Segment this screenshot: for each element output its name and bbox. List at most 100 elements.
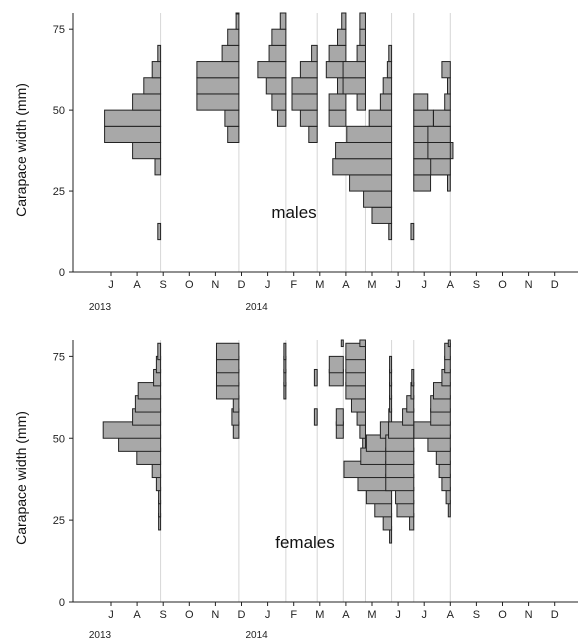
year-label: 2013 bbox=[89, 302, 112, 313]
month-label: A bbox=[342, 609, 350, 621]
histogram-bar bbox=[235, 12, 240, 15]
histogram-bar bbox=[388, 44, 393, 63]
panel-label-females: females bbox=[275, 533, 335, 552]
y-tick-label: 75 bbox=[53, 351, 65, 363]
histogram-bar bbox=[328, 93, 347, 111]
histogram-bar bbox=[410, 222, 415, 241]
histogram-bar bbox=[427, 125, 451, 143]
histogram-bar bbox=[268, 44, 287, 63]
month-label: S bbox=[473, 609, 480, 621]
histogram-bar bbox=[196, 93, 240, 111]
histogram-bars bbox=[104, 12, 454, 241]
histogram-bar bbox=[291, 93, 318, 111]
month-label: A bbox=[447, 279, 455, 291]
month-label: J bbox=[265, 609, 271, 621]
histogram-bar bbox=[411, 368, 415, 387]
month-label: S bbox=[473, 279, 480, 291]
histogram-bar bbox=[359, 28, 366, 46]
y-axis-label: Carapace width (mm) bbox=[13, 83, 29, 217]
month-label: A bbox=[447, 609, 455, 621]
histogram-bar bbox=[382, 77, 393, 95]
histogram-bar bbox=[359, 339, 366, 348]
histogram-bar bbox=[346, 125, 393, 143]
histogram-bar bbox=[340, 339, 344, 348]
histogram-bar bbox=[271, 28, 287, 46]
y-tick-label: 50 bbox=[53, 433, 65, 445]
month-label: J bbox=[421, 609, 427, 621]
histogram-bar bbox=[313, 368, 318, 387]
month-label: J bbox=[108, 609, 114, 621]
month-label: M bbox=[315, 609, 324, 621]
histogram-bar bbox=[368, 109, 393, 127]
month-label: N bbox=[525, 609, 533, 621]
histogram-bar bbox=[413, 109, 434, 127]
histogram-bar bbox=[349, 174, 393, 192]
year-label: 2014 bbox=[245, 630, 268, 641]
histogram-bar bbox=[388, 222, 393, 241]
histogram-bar bbox=[430, 158, 451, 176]
histogram-bar bbox=[356, 44, 366, 63]
y-tick-label: 25 bbox=[53, 515, 65, 527]
histogram-bar bbox=[328, 355, 344, 374]
histogram-bar bbox=[196, 61, 240, 79]
histogram-bar bbox=[337, 28, 347, 46]
month-label: N bbox=[525, 279, 533, 291]
month-label: M bbox=[367, 609, 376, 621]
month-label: F bbox=[290, 279, 297, 291]
histogram-bar bbox=[215, 342, 240, 361]
histogram-bar bbox=[311, 44, 318, 63]
histogram-bar bbox=[151, 61, 162, 79]
histogram-bar bbox=[299, 109, 318, 127]
month-label: A bbox=[133, 279, 141, 291]
histogram-bar bbox=[157, 44, 162, 63]
month-label: A bbox=[342, 279, 350, 291]
month-label: M bbox=[315, 279, 324, 291]
year-label: 2014 bbox=[245, 302, 268, 313]
histogram-bar bbox=[447, 174, 451, 192]
histogram-bar bbox=[342, 77, 366, 95]
histogram-bar bbox=[104, 125, 162, 143]
histogram-bar bbox=[104, 109, 162, 127]
females-panel: 0 25 50 75 J A S O N D J F M A M J J A S O N D 2013 2014 Carapa… bbox=[13, 339, 578, 641]
month-label: S bbox=[160, 609, 167, 621]
histogram-bar bbox=[157, 222, 162, 241]
histogram-bar bbox=[271, 93, 287, 111]
y-tick-label: 0 bbox=[59, 267, 65, 279]
histogram-bar bbox=[279, 12, 287, 30]
month-label: D bbox=[238, 279, 246, 291]
month-gridlines bbox=[160, 13, 451, 272]
histogram-bar bbox=[413, 174, 432, 192]
histogram-bar bbox=[265, 77, 287, 95]
y-tick-label: 25 bbox=[53, 186, 65, 198]
histogram-bar bbox=[291, 77, 318, 95]
histogram-bar bbox=[444, 93, 451, 111]
histogram-bar bbox=[328, 44, 347, 63]
month-label: O bbox=[498, 279, 507, 291]
month-label: J bbox=[108, 279, 114, 291]
histogram-bar bbox=[433, 109, 451, 127]
month-label: O bbox=[185, 279, 194, 291]
histogram-bar bbox=[227, 125, 240, 143]
histogram-bar bbox=[328, 109, 347, 127]
month-label: A bbox=[133, 609, 141, 621]
y-tick-label: 75 bbox=[53, 24, 65, 36]
month-label: J bbox=[395, 279, 401, 291]
histogram-bar bbox=[345, 342, 366, 361]
histogram-bar bbox=[371, 206, 393, 224]
y-tick-label: 0 bbox=[59, 597, 65, 609]
month-label: J bbox=[421, 279, 427, 291]
histogram-bar bbox=[227, 28, 240, 46]
month-label: D bbox=[551, 279, 559, 291]
histogram-bar bbox=[157, 342, 162, 361]
histogram-bar bbox=[257, 61, 287, 79]
month-label: D bbox=[551, 609, 559, 621]
histogram-bar bbox=[389, 355, 393, 374]
y-tick-label: 50 bbox=[53, 105, 65, 117]
histogram-bar bbox=[313, 408, 318, 426]
histogram-bar bbox=[137, 382, 162, 400]
histogram-bar bbox=[143, 77, 162, 95]
histogram-bar bbox=[342, 61, 366, 79]
histogram-bar bbox=[427, 142, 451, 160]
histogram-bar bbox=[308, 125, 318, 143]
